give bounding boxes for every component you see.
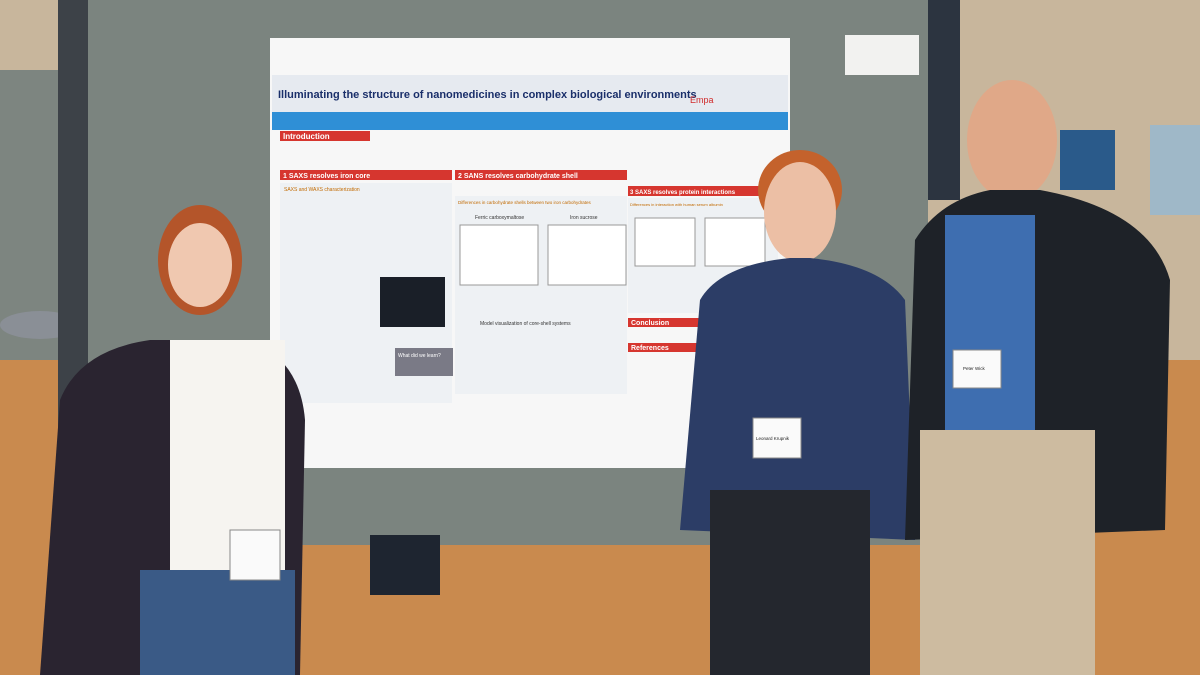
face [168,223,232,307]
badge [952,349,1002,389]
figure-dark [380,277,445,327]
face [764,162,836,262]
section-heading: 3 SAXS resolves protein interactions [630,190,736,196]
conclusion-bar [628,318,728,327]
board-sign [845,35,919,75]
intro-heading: Introduction [283,132,330,141]
jeans [710,490,870,675]
author-bar [272,112,788,130]
badge-name: Peter Wick [963,366,986,371]
badge [229,529,281,581]
panel-label: What did we learn? [398,353,441,359]
face [967,80,1057,200]
section-bar [280,170,452,180]
section-bar [628,186,778,196]
legs [370,535,440,595]
badge [752,417,802,459]
panel-label: Ferric carboxymaltose [475,215,524,221]
plot [547,224,627,286]
learn-box [395,348,453,376]
conclusion-heading: Conclusion [631,320,669,327]
jeans [140,570,295,675]
section-bar [455,170,627,180]
shirt [680,258,915,540]
references-bar [628,343,728,352]
panel-label: Iron sucrose [570,215,598,221]
intro-bar [280,131,370,141]
title-bar [272,75,788,112]
section-heading: 1 SAXS resolves iron core [283,173,370,180]
plot [459,224,539,286]
section-subheading: Differences in interaction with human se… [630,202,723,207]
poster-logo: Empa [690,95,714,105]
poster-title: Illuminating the structure of nanomedici… [278,89,697,101]
window [1150,125,1200,215]
plot [634,217,696,267]
shirt [945,215,1035,435]
references-heading: References [631,345,669,352]
door [1060,130,1115,190]
section-subheading: Differences in carbohydrate shells betwe… [458,200,591,205]
section-subheading: SAXS and WAXS characterization [284,187,360,193]
section-heading: 2 SANS resolves carbohydrate shell [458,173,578,180]
panel-label: Model visualization of core-shell system… [480,321,571,327]
trousers [920,430,1095,675]
plot [704,217,766,267]
badge-name: Leonard Krupnik [756,436,790,441]
